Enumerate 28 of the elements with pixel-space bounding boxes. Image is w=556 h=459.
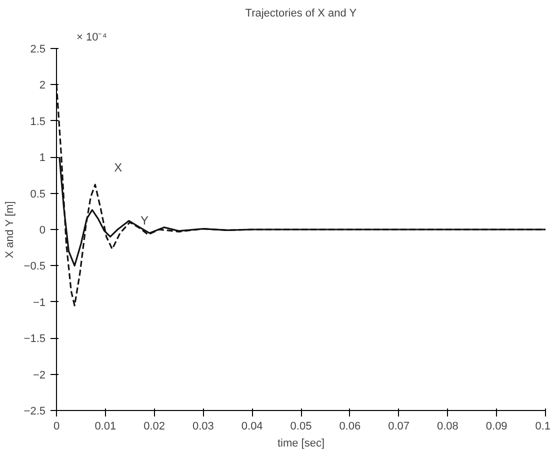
x-tick-label: 0.09 [486,420,508,432]
x-tick-label: 0.02 [144,420,166,432]
chart-title: Trajectories of X and Y [245,8,358,20]
x-tick-label: 0.01 [94,420,116,432]
y-tick-label: −1.5 [24,333,46,346]
y-tick-label: 1 [39,152,46,164]
annotation: X [114,160,122,174]
y-tick-label: 1.5 [30,116,46,128]
y-tick-label: −1 [32,296,46,309]
y-axis-title: X and Y [m] [4,201,16,258]
x-tick-label: 0.08 [436,420,458,432]
x-tick-label: 0.04 [241,420,263,432]
x-axis-title: time [sec] [277,438,325,450]
y-tick-label: −2.5 [24,406,46,418]
x-tick-label: 0.1 [535,420,551,432]
x-tick-label: 0.06 [339,420,361,432]
y-tick-label: 2.5 [30,44,46,56]
x-tick-label: 0.07 [388,420,410,432]
y-tick-label: 2 [39,80,46,92]
x-tick-label: 0 [53,420,60,432]
y-tick-label: −2 [32,369,46,382]
annotation: Y [140,214,149,228]
y-tick-label: 0 [39,224,46,236]
x-tick-label: 0.03 [192,420,214,432]
text: × 10⁻⁴ [76,32,108,44]
y-tick-label: −0.5 [24,260,46,273]
y-tick-label: 0.5 [30,188,46,200]
x-tick-label: 0.05 [290,420,312,432]
